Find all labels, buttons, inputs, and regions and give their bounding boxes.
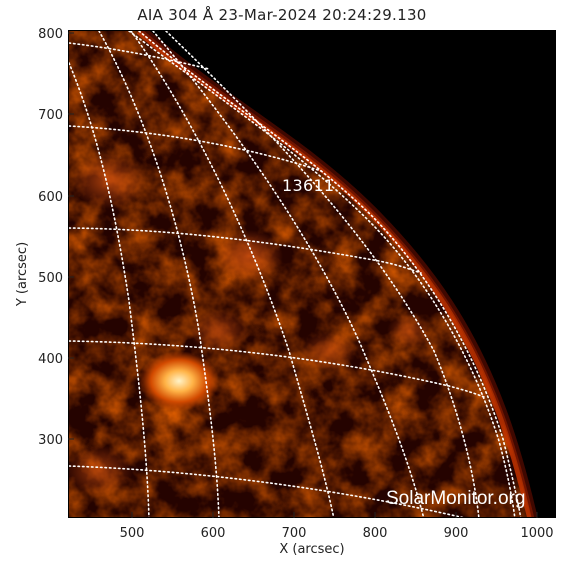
y-tick-label: 800 — [38, 27, 63, 42]
x-tick-label: 800 — [363, 526, 388, 541]
solar-limb — [136, 31, 535, 517]
x-tick-label: 1000 — [520, 526, 553, 541]
watermark: SolarMonitor.org — [386, 488, 526, 509]
x-axis-title: X (arcsec) — [279, 542, 344, 557]
x-tick-label: 700 — [282, 526, 307, 541]
x-tick-label: 500 — [120, 526, 145, 541]
y-tick-label: 500 — [38, 271, 63, 286]
x-tick-label: 600 — [201, 526, 226, 541]
y-tick-label: 400 — [38, 352, 63, 367]
solar-disk-image — [69, 31, 555, 517]
bright-plage — [139, 351, 219, 411]
heliographic-grid — [69, 31, 522, 517]
y-tick-label: 700 — [38, 108, 63, 123]
y-axis-title: Y (arcsec) — [15, 242, 30, 307]
image-title: AIA 304 Å 23-Mar-2024 20:24:29.130 — [137, 6, 427, 24]
solar-image-panel — [68, 30, 556, 518]
x-tick-label: 900 — [444, 526, 469, 541]
y-tick-label: 300 — [38, 433, 63, 448]
active-region-label: 13611 — [282, 176, 335, 195]
y-tick-label: 600 — [38, 190, 63, 205]
